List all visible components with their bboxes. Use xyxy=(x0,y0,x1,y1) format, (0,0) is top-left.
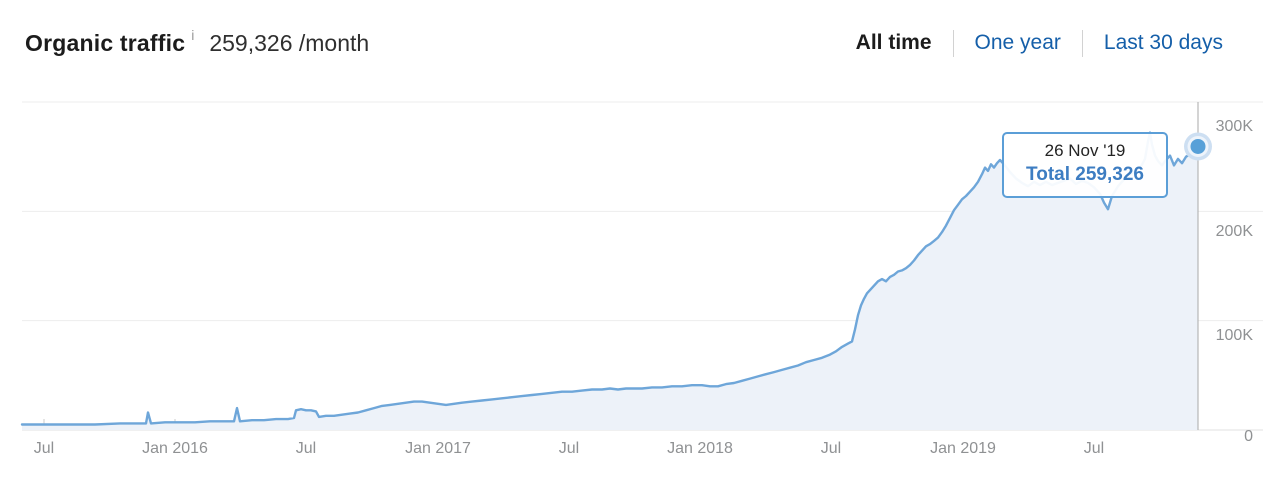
page-title: Organic traffic xyxy=(25,30,186,56)
tooltip-total: Total 259,326 xyxy=(1004,164,1166,186)
header-title-group: Organic traffic i 259,326 /month xyxy=(25,27,370,58)
x-label-jan-2016: Jan 2016 xyxy=(142,440,208,457)
traffic-per-month-value: 259,326 /month xyxy=(209,30,370,56)
range-divider xyxy=(952,29,954,57)
x-label-jul: Jul xyxy=(558,440,580,457)
info-icon[interactable]: i xyxy=(191,27,195,43)
chart-header: Organic traffic i 259,326 /month All tim… xyxy=(25,22,1223,64)
range-last-30-days[interactable]: Last 30 days xyxy=(1103,31,1223,54)
range-all-time[interactable]: All time xyxy=(855,31,932,54)
y-label-0: 0 xyxy=(1244,428,1253,445)
time-range-selector: All time One year Last 30 days xyxy=(855,29,1223,57)
x-label-jul: Jul xyxy=(820,440,842,457)
x-label-jul: Jul xyxy=(295,440,317,457)
x-label-jan-2017: Jan 2017 xyxy=(405,440,471,457)
x-label-jan-2019: Jan 2019 xyxy=(930,440,996,457)
traffic-area-fill xyxy=(22,132,1198,430)
y-label-300k: 300K xyxy=(1215,118,1253,135)
tooltip-date: 26 Nov '19 xyxy=(1044,141,1126,160)
last-point-marker xyxy=(1190,138,1206,154)
x-label-jul: Jul xyxy=(1083,440,1105,457)
range-divider xyxy=(1081,29,1083,57)
x-label-jan-2018: Jan 2018 xyxy=(667,440,733,457)
x-label-jul: Jul xyxy=(33,440,55,457)
chart-tooltip: 26 Nov '19 Total 259,326 xyxy=(1002,132,1168,198)
y-label-200k: 200K xyxy=(1215,223,1253,240)
tooltip-total-value: 259,326 xyxy=(1075,164,1144,185)
range-one-year[interactable]: One year xyxy=(974,31,1061,54)
tooltip-total-label: Total xyxy=(1026,164,1070,185)
y-label-100k: 100K xyxy=(1215,327,1253,344)
